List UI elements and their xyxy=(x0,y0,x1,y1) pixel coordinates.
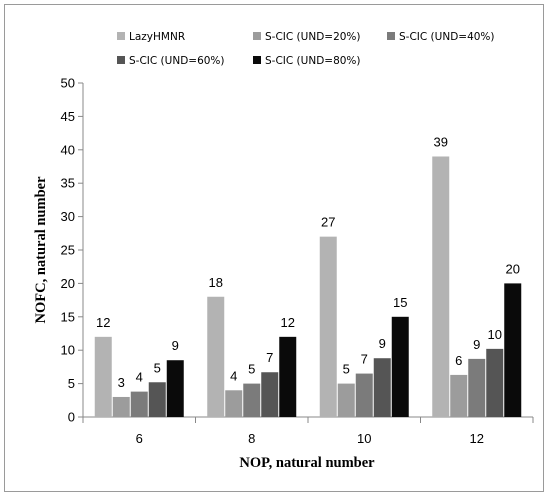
legend-label: S-CIC (UND=80%) xyxy=(265,55,361,67)
y-tick-label: 10 xyxy=(61,343,75,358)
bar xyxy=(279,336,297,417)
x-tick-label: 8 xyxy=(248,431,255,446)
bar xyxy=(373,358,391,417)
x-axis-title: NOP, natural number xyxy=(239,455,375,471)
legend-swatch xyxy=(253,32,261,40)
y-tick-label: 15 xyxy=(61,309,75,324)
legend-label: S-CIC (UND=40%) xyxy=(399,31,495,43)
legend-swatch xyxy=(117,56,125,64)
data-label: 39 xyxy=(434,134,448,149)
bar xyxy=(94,336,112,417)
legend-swatch xyxy=(253,56,261,64)
data-label: 18 xyxy=(209,275,223,290)
y-tick-label: 50 xyxy=(61,76,75,91)
y-tick-label: 0 xyxy=(68,410,75,425)
bar xyxy=(225,390,243,417)
bar xyxy=(337,383,355,417)
data-label: 9 xyxy=(172,338,179,353)
data-label: 20 xyxy=(506,261,520,276)
data-label: 12 xyxy=(96,315,110,330)
bar xyxy=(391,316,409,417)
data-label: 12 xyxy=(281,315,295,330)
y-axis: 0 5 10 15 20 25 30 35 40 45 50 xyxy=(61,76,84,425)
x-axis: 6 8 10 12 xyxy=(82,416,534,446)
bar xyxy=(130,391,148,417)
data-label: 4 xyxy=(230,368,237,383)
x-tick-label: 12 xyxy=(470,431,484,446)
legend-swatch xyxy=(117,32,125,40)
y-tick-label: 25 xyxy=(61,243,75,258)
bar xyxy=(486,348,504,417)
legend-label: LazyHMNR xyxy=(129,31,185,43)
x-tick-label: 10 xyxy=(357,431,371,446)
bar xyxy=(166,360,184,417)
bar xyxy=(504,283,522,417)
x-tick-label: 6 xyxy=(136,431,143,446)
data-label: 7 xyxy=(266,350,273,365)
y-tick-label: 20 xyxy=(61,276,75,291)
bar xyxy=(261,372,279,417)
data-label: 15 xyxy=(393,295,407,310)
data-label: 5 xyxy=(248,362,255,377)
data-label: 5 xyxy=(154,360,161,375)
bar-chart: LazyHMNR S-CIC (UND=20%) S-CIC (UND=40%) S-… xyxy=(33,31,534,471)
y-tick-label: 45 xyxy=(61,109,75,124)
bar xyxy=(112,396,130,417)
legend-label: S-CIC (UND=20%) xyxy=(265,31,361,43)
y-tick-label: 5 xyxy=(68,376,75,391)
data-label: 5 xyxy=(343,362,350,377)
bar xyxy=(319,236,337,417)
data-label: 10 xyxy=(488,327,502,342)
legend-label: S-CIC (UND=60%) xyxy=(129,55,225,67)
y-tick-label: 40 xyxy=(61,142,75,157)
data-label: 3 xyxy=(118,375,125,390)
legend-swatch xyxy=(387,32,395,40)
bars xyxy=(94,156,522,418)
data-label: 27 xyxy=(321,215,335,230)
bar xyxy=(148,382,166,417)
data-label: 6 xyxy=(455,353,462,368)
bar xyxy=(355,373,373,417)
data-label: 9 xyxy=(379,336,386,351)
data-label: 9 xyxy=(473,337,480,352)
y-tick-label: 30 xyxy=(61,209,75,224)
bar xyxy=(450,374,468,417)
legend: LazyHMNR S-CIC (UND=20%) S-CIC (UND=40%) S-… xyxy=(117,31,495,67)
bar xyxy=(432,156,450,418)
bar xyxy=(207,296,225,417)
chart-frame: LazyHMNR S-CIC (UND=20%) S-CIC (UND=40%) S-… xyxy=(4,4,544,492)
bar xyxy=(468,358,486,417)
data-label: 7 xyxy=(361,352,368,367)
data-label: 4 xyxy=(136,370,143,385)
y-axis-title: NOFC, natural number xyxy=(33,176,49,324)
y-tick-label: 35 xyxy=(61,176,75,191)
bar xyxy=(243,383,261,417)
